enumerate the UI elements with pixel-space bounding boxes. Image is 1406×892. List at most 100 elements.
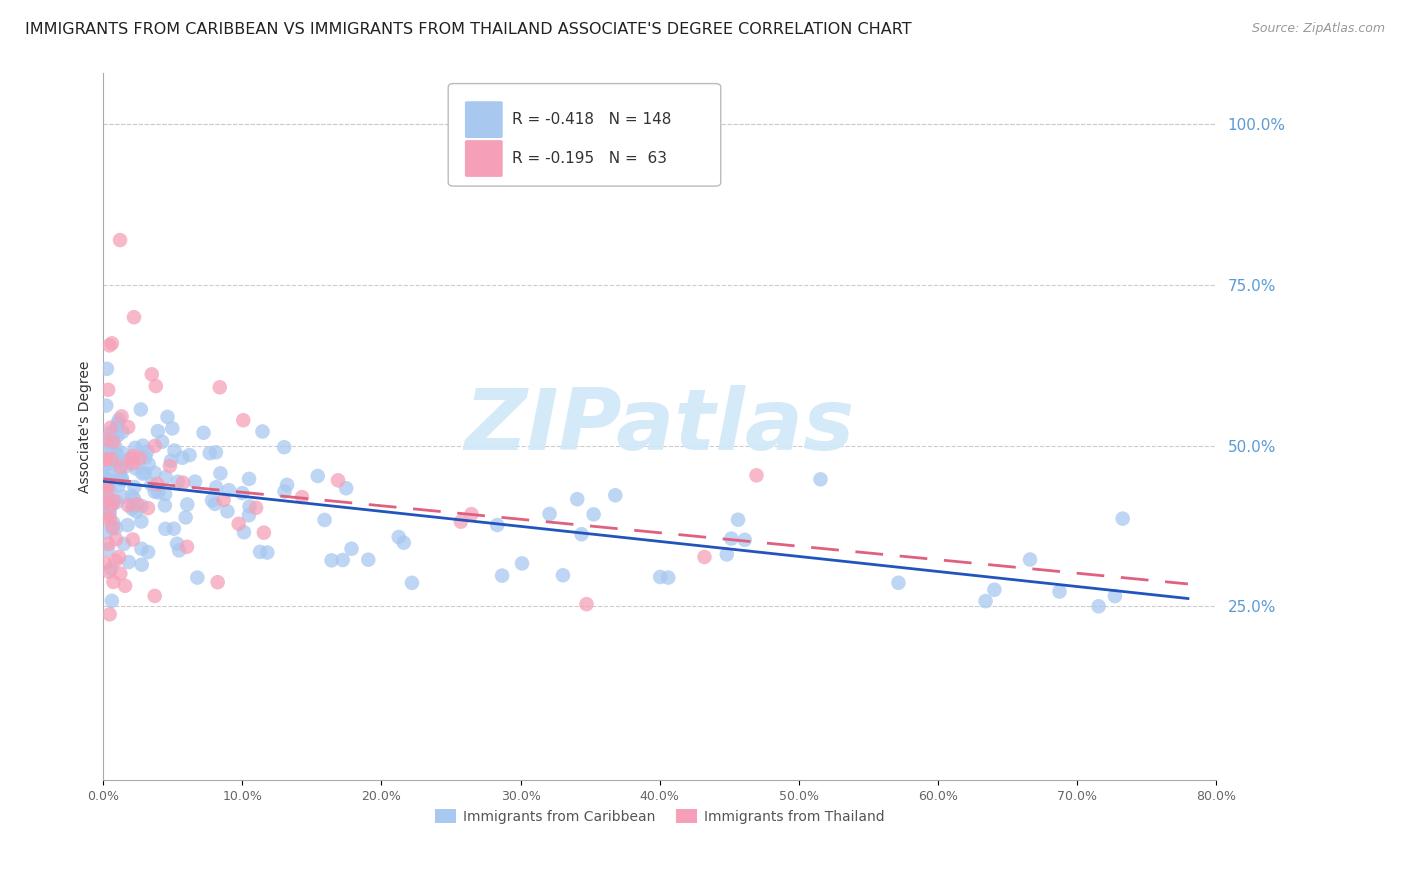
- Point: [96, 458, 118, 473]
- Point: [122, 499, 145, 513]
- Point: [231, 486, 253, 500]
- Point: [693, 549, 716, 564]
- Point: [204, 497, 226, 511]
- Point: [887, 575, 910, 590]
- Point: [132, 439, 155, 453]
- Point: [120, 451, 142, 466]
- Point: [111, 425, 134, 439]
- Point: [208, 380, 231, 394]
- Point: [392, 535, 415, 549]
- Point: [486, 518, 509, 533]
- Point: [716, 548, 738, 562]
- Point: [172, 450, 194, 465]
- Point: [110, 460, 132, 475]
- Point: [167, 543, 190, 558]
- Point: [212, 492, 235, 507]
- Text: ZIPatlas: ZIPatlas: [464, 385, 855, 468]
- Point: [115, 454, 138, 468]
- Point: [103, 493, 125, 508]
- Point: [134, 466, 156, 480]
- Point: [104, 441, 127, 455]
- Point: [201, 493, 224, 508]
- Point: [720, 532, 742, 546]
- Point: [94, 433, 117, 447]
- Point: [94, 497, 117, 511]
- Point: [167, 475, 190, 489]
- Point: [97, 512, 120, 526]
- Point: [121, 533, 143, 547]
- Point: [401, 575, 423, 590]
- Point: [111, 490, 134, 504]
- Point: [108, 233, 131, 247]
- Point: [107, 428, 129, 442]
- Point: [228, 516, 250, 531]
- Point: [218, 483, 240, 498]
- Point: [153, 499, 176, 513]
- Point: [105, 421, 128, 435]
- FancyBboxPatch shape: [465, 102, 503, 138]
- Text: Source: ZipAtlas.com: Source: ZipAtlas.com: [1251, 22, 1385, 36]
- Point: [174, 510, 197, 524]
- Point: [340, 541, 363, 556]
- Point: [156, 409, 179, 424]
- Point: [974, 594, 997, 608]
- Point: [124, 480, 146, 494]
- Point: [252, 425, 274, 439]
- Point: [184, 475, 207, 489]
- FancyBboxPatch shape: [465, 140, 503, 177]
- Point: [143, 589, 166, 603]
- Point: [111, 471, 134, 485]
- Point: [96, 361, 118, 376]
- Point: [100, 420, 122, 434]
- Point: [108, 467, 131, 481]
- Point: [1111, 511, 1133, 525]
- Point: [162, 421, 184, 435]
- Point: [314, 513, 336, 527]
- Point: [107, 449, 129, 463]
- Point: [332, 553, 354, 567]
- Point: [111, 409, 134, 424]
- Point: [115, 458, 138, 473]
- Legend: Immigrants from Caribbean, Immigrants from Thailand: Immigrants from Caribbean, Immigrants fr…: [429, 804, 890, 830]
- Point: [110, 566, 132, 581]
- Point: [96, 471, 118, 485]
- Point: [104, 553, 127, 567]
- Point: [745, 468, 768, 483]
- Point: [114, 579, 136, 593]
- Point: [127, 497, 149, 511]
- Point: [155, 522, 177, 536]
- Point: [176, 497, 198, 511]
- Point: [121, 457, 143, 471]
- Point: [538, 507, 561, 521]
- Point: [657, 570, 679, 584]
- Point: [100, 454, 122, 468]
- Y-axis label: Associate's Degree: Associate's Degree: [79, 360, 93, 492]
- Point: [98, 607, 121, 622]
- Point: [100, 499, 122, 513]
- Point: [103, 434, 125, 449]
- Point: [176, 540, 198, 554]
- Point: [810, 472, 832, 486]
- Point: [571, 527, 593, 541]
- Point: [122, 491, 145, 506]
- Point: [145, 379, 167, 393]
- Point: [125, 504, 148, 518]
- Point: [146, 477, 169, 491]
- Point: [198, 446, 221, 460]
- Point: [136, 444, 159, 458]
- Point: [249, 545, 271, 559]
- Point: [491, 568, 513, 582]
- Point: [117, 420, 139, 434]
- Point: [97, 542, 120, 557]
- Point: [98, 467, 121, 482]
- Point: [101, 336, 124, 351]
- Point: [131, 499, 153, 513]
- Point: [238, 508, 260, 523]
- FancyBboxPatch shape: [449, 84, 721, 186]
- Point: [94, 451, 117, 466]
- Point: [291, 490, 314, 504]
- Point: [605, 488, 627, 502]
- Point: [97, 537, 120, 551]
- Point: [582, 508, 605, 522]
- Point: [172, 475, 194, 490]
